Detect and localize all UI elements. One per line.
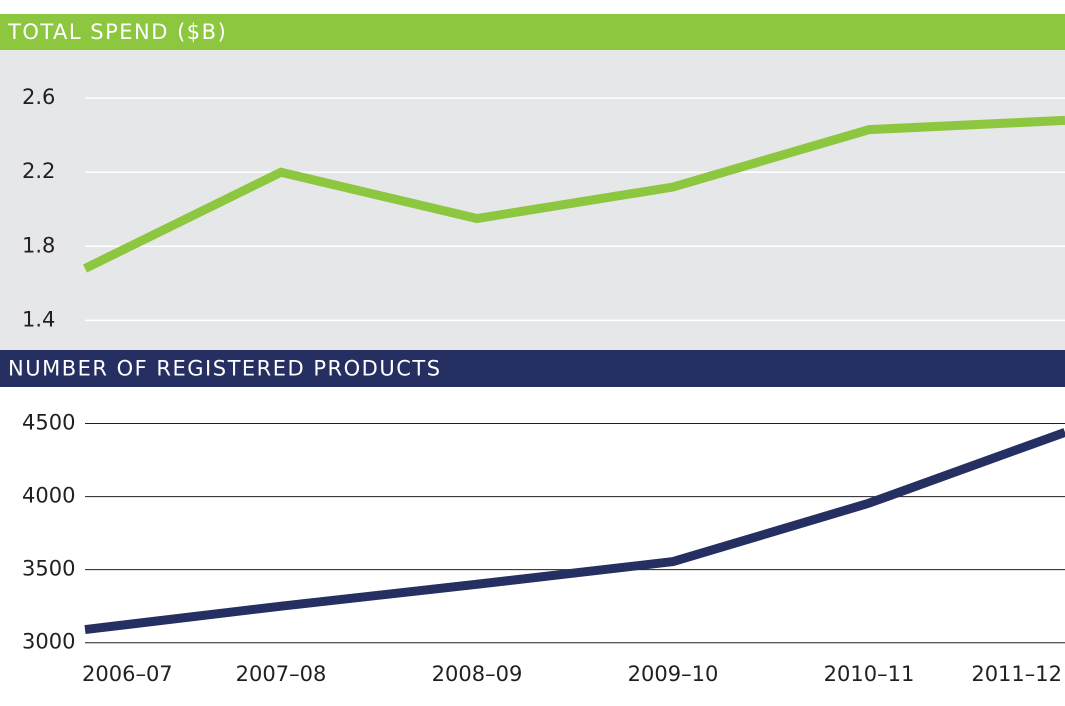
y-tick-label: 1.8	[22, 233, 55, 257]
y-tick-label: 3500	[22, 557, 75, 581]
panel-title: TOTAL SPEND ($B)	[7, 20, 227, 44]
y-tick-label: 4000	[22, 484, 75, 508]
x-tick-label: 2006–07	[82, 662, 173, 686]
x-tick-label: 2010–11	[824, 662, 915, 686]
panel-background	[0, 50, 1065, 350]
x-tick-label: 2008–09	[432, 662, 523, 686]
y-tick-label: 2.6	[22, 85, 55, 109]
panel-header	[0, 350, 1065, 387]
y-tick-label: 2.2	[22, 159, 55, 183]
line-series	[84, 428, 1065, 635]
y-tick-label: 4500	[22, 411, 75, 435]
y-tick-label: 3000	[22, 630, 75, 654]
panel-header	[0, 14, 1065, 50]
x-tick-label: 2007–08	[236, 662, 327, 686]
line-series	[83, 115, 1065, 273]
x-tick-label: 2009–10	[628, 662, 719, 686]
panel-title: NUMBER OF REGISTERED PRODUCTS	[8, 357, 442, 381]
y-tick-label: 1.4	[22, 307, 55, 331]
panel-background	[0, 387, 1065, 650]
x-tick-label: 2011–12	[971, 662, 1062, 686]
